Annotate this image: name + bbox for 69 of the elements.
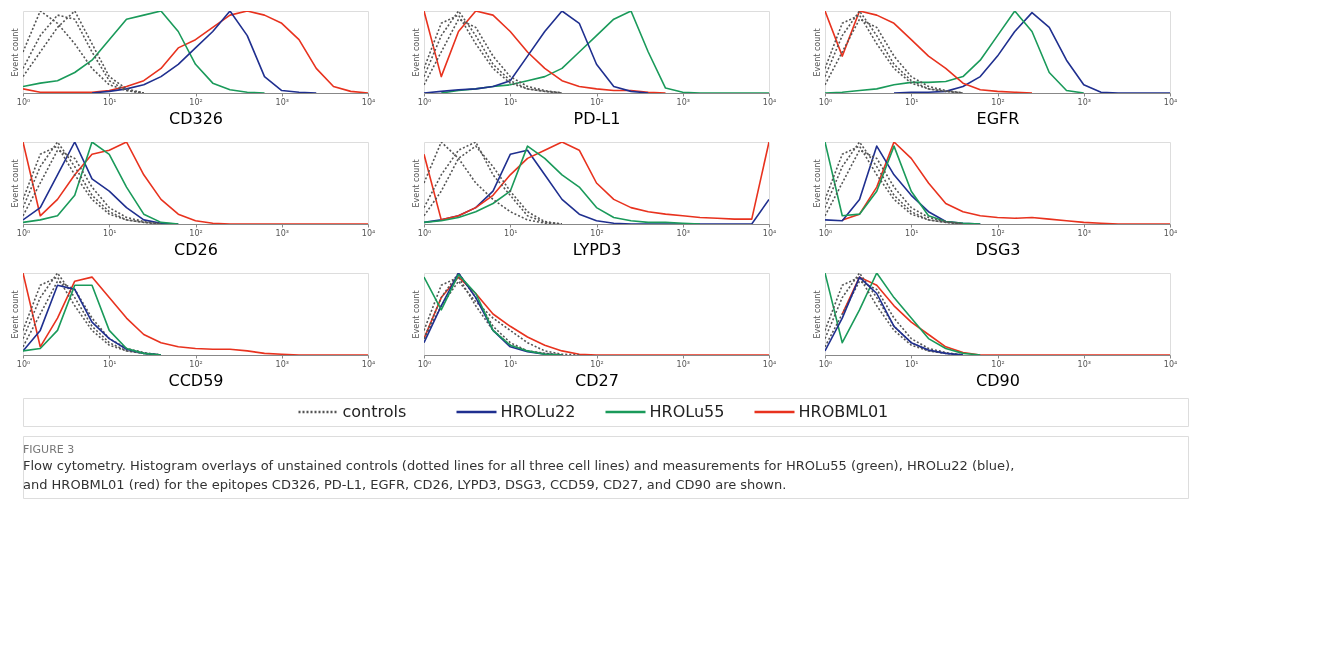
x-tick-label: 10⁴ (762, 359, 777, 369)
x-tick-label: 10⁴ (361, 228, 376, 238)
legend-label: HROLu55 (649, 402, 725, 421)
y-axis-title: Event count (812, 290, 822, 339)
y-axis-title: Event count (812, 159, 822, 208)
x-tick-label: 10⁴ (762, 97, 777, 107)
x-tick-label: 10³ (676, 97, 690, 107)
x-tick-label: 10⁴ (762, 228, 777, 238)
y-axis-title: Event count (10, 159, 20, 208)
y-axis-title: Event count (411, 290, 421, 339)
x-tick-label: 10³ (676, 228, 690, 238)
x-axis-title: PD-L1 (573, 108, 621, 128)
legend-label: controls (342, 402, 407, 421)
legend-label: HROBML01 (798, 402, 889, 421)
x-tick-label: 10⁴ (361, 359, 376, 369)
x-axis-title: CD90 (976, 370, 1020, 390)
x-tick-label: 10⁰ (818, 97, 833, 107)
x-tick-label: 10¹ (905, 228, 919, 238)
legend-label: HROLu22 (500, 402, 576, 421)
x-tick-label: 10² (991, 359, 1005, 369)
y-axis-title: Event count (411, 159, 421, 208)
x-tick-label: 10¹ (905, 359, 919, 369)
x-tick-label: 10² (590, 359, 604, 369)
y-axis-title: Event count (411, 28, 421, 77)
x-tick-label: 10⁴ (361, 97, 376, 107)
x-tick-label: 10⁰ (818, 228, 833, 238)
x-tick-label: 10⁰ (417, 97, 432, 107)
y-axis-title: Event count (812, 28, 822, 77)
x-tick-label: 10⁰ (16, 359, 31, 369)
x-tick-label: 10⁴ (1163, 228, 1178, 238)
x-tick-label: 10¹ (504, 359, 518, 369)
x-axis-title: CD27 (575, 370, 619, 390)
x-tick-label: 10⁴ (1163, 97, 1178, 107)
x-tick-label: 10⁰ (16, 97, 31, 107)
x-tick-label: 10¹ (103, 97, 117, 107)
x-tick-label: 10³ (1077, 359, 1091, 369)
x-tick-label: 10⁰ (417, 359, 432, 369)
x-tick-label: 10² (189, 359, 203, 369)
x-tick-label: 10² (991, 97, 1005, 107)
x-tick-label: 10¹ (103, 359, 117, 369)
x-tick-label: 10⁰ (818, 359, 833, 369)
x-axis-title: CCD59 (168, 370, 224, 390)
caption: FIGURE 3 (23, 443, 75, 456)
x-tick-label: 10³ (275, 359, 289, 369)
x-axis-title: EGFR (976, 108, 1020, 128)
x-tick-label: 10³ (676, 359, 690, 369)
x-tick-label: 10¹ (504, 228, 518, 238)
x-tick-label: 10⁰ (16, 228, 31, 238)
x-tick-label: 10² (590, 97, 604, 107)
x-tick-label: 10¹ (905, 97, 919, 107)
x-tick-label: 10⁰ (417, 228, 432, 238)
x-tick-label: 10² (189, 97, 203, 107)
y-axis-title: Event count (10, 290, 20, 339)
x-tick-label: 10³ (1077, 97, 1091, 107)
x-axis-title: LYPD3 (572, 239, 622, 259)
x-tick-label: 10² (189, 228, 203, 238)
y-axis-title: Event count (10, 28, 20, 77)
x-tick-label: 10³ (275, 228, 289, 238)
x-tick-label: 10² (590, 228, 604, 238)
x-axis-title: CD26 (174, 239, 218, 259)
text: Flow cytometry. Histogram overlays of unstained controls (dotted lines for all three cell lines) and measurements for HROLu55 (green), HROLu22 (blue), and HROBML01 (red) for the epitopes CD326, PD-L1, EGFR, CD26, LYPD3, DSG3, CCD59, CD27, and CD90 are shown. (23, 458, 1015, 492)
x-tick-label: 10² (991, 228, 1005, 238)
x-axis-title: CD326 (168, 108, 224, 128)
x-tick-label: 10¹ (103, 228, 117, 238)
x-tick-label: 10¹ (504, 97, 518, 107)
x-tick-label: 10³ (1077, 228, 1091, 238)
x-tick-label: 10³ (275, 97, 289, 107)
x-tick-label: 10⁴ (1163, 359, 1178, 369)
x-axis-title: DSG3 (975, 239, 1021, 259)
